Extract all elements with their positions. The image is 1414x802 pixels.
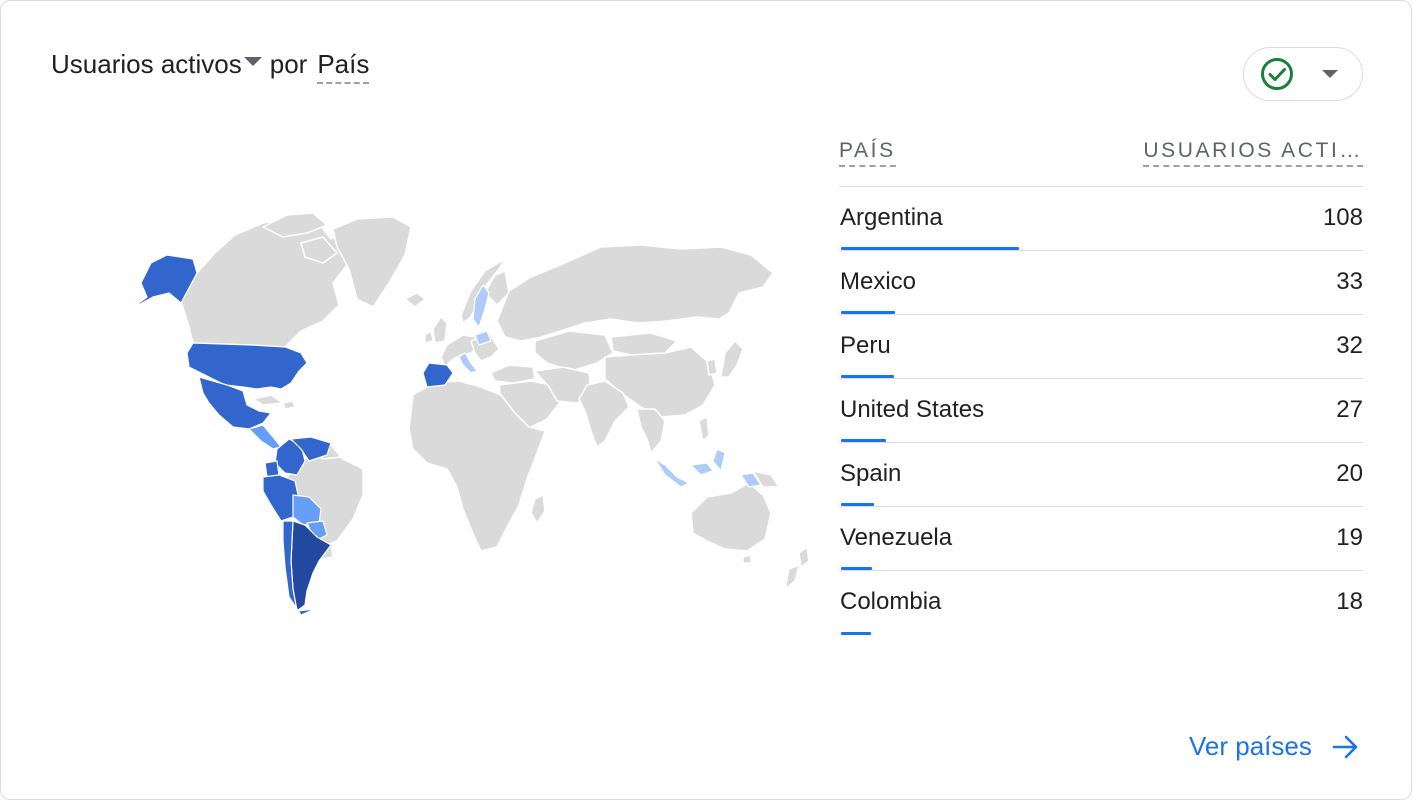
map-country-ecuador [264,460,280,478]
card-title: Usuarios activos por País [51,49,370,84]
country-name: Mexico [840,268,917,295]
table-row[interactable]: Spain 20 [839,443,1363,507]
table-row[interactable]: United States 27 [839,379,1363,443]
map-country-chile [282,520,316,616]
active-users-value: 27 [1336,396,1363,423]
map-country-indonesia-papua [740,472,762,488]
map-country-new-zealand-south [784,564,800,590]
map-country-alaska [130,254,198,310]
status-dropdown[interactable] [1243,47,1363,101]
map-country-united-states [186,342,308,390]
active-users-value: 20 [1336,460,1363,487]
map-country-indonesia-east [690,462,714,476]
table-header: PAÍS USUARIOS ACTI… [839,139,1363,187]
map-country-cuba [252,394,284,406]
map-country-madagascar [530,494,546,524]
active-users-value: 18 [1336,588,1363,615]
map-country-sweden [472,284,490,328]
country-name: Venezuela [840,524,953,551]
world-map[interactable] [97,206,821,621]
map-country-indochina [636,408,666,454]
map-country-new-zealand [798,546,810,568]
share-bar [841,503,874,506]
view-countries-link[interactable]: Ver países [1189,731,1360,762]
country-name: Colombia [840,588,942,615]
map-country-venezuela [290,436,332,462]
caret-down-icon [243,57,262,66]
map-country-philippines [698,416,710,442]
map-country-central-america [248,424,282,450]
map-country-australia [690,482,772,552]
active-users-value: 33 [1336,268,1363,295]
title-connector: por [269,49,308,79]
map-country-poland [474,330,492,346]
table-body: Argentina 108 Mexico 33 Peru 32 United States 2… [839,187,1363,635]
map-country-greenland [332,216,412,308]
active-users-value: 32 [1336,332,1363,359]
country-name: United States [840,396,985,423]
share-bar [841,632,871,635]
map-country-finland [484,270,510,306]
table-row[interactable]: Argentina 108 [839,187,1363,251]
view-countries-label: Ver países [1189,731,1312,761]
map-country-papua [752,470,780,488]
active-users-value: 108 [1322,204,1363,231]
check-circle-icon [1261,58,1293,90]
share-bar [841,311,895,314]
map-country-iceland [404,292,426,308]
share-bar [841,375,894,378]
arrow-right-icon [1332,735,1358,758]
map-country-india [578,380,630,448]
dimension-selector[interactable]: País [317,49,370,84]
active-users-value: 19 [1336,524,1363,551]
map-country-arctic-islands [262,212,328,238]
share-bar [841,439,886,442]
map-country-tasmania [742,554,752,564]
map-country-korea [706,358,718,376]
country-name: Argentina [840,204,943,231]
map-country-norway [460,258,506,324]
metric-label: Usuarios activos [51,49,242,79]
map-country-turkey [490,364,536,384]
map-country-canada [180,216,358,348]
map-country-spain [422,362,454,388]
map-country-mexico [198,376,272,430]
table-row[interactable]: Colombia 18 [839,571,1363,635]
map-country-central-asia [534,330,614,372]
map-country-italy [458,352,478,374]
metric-selector[interactable]: Usuarios activos [51,49,270,80]
map-country-baffin [300,236,338,264]
country-name: Peru [840,332,891,359]
table-row[interactable]: Mexico 33 [839,251,1363,315]
column-header-country[interactable]: PAÍS [839,139,896,167]
map-country-indonesia-sulawesi [712,448,726,472]
map-country-africa [408,380,546,552]
share-bar [841,247,1019,250]
map-country-japan [720,340,744,378]
country-table: PAÍS USUARIOS ACTI… Argentina 108 Mexico 33… [839,139,1363,635]
table-row[interactable]: Peru 32 [839,315,1363,379]
map-country-indonesia [654,458,690,488]
column-header-active-users[interactable]: USUARIOS ACTI… [1143,139,1363,167]
map-country-mongolia [610,332,678,356]
map-country-hispaniola [282,400,296,410]
chevron-down-icon [1322,70,1338,78]
table-row[interactable]: Venezuela 19 [839,507,1363,571]
share-bar [841,567,872,570]
map-country-russia [496,244,774,342]
country-name: Spain [840,460,902,487]
map-country-uk [432,316,448,344]
map-country-ireland [424,330,434,344]
